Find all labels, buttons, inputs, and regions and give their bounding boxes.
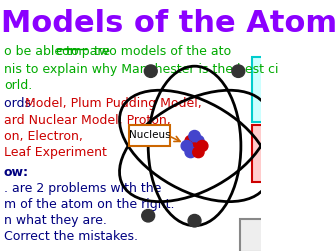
Circle shape [232,65,245,77]
Text: n what they are.: n what they are. [4,214,107,227]
Text: o be able to: o be able to [4,45,83,58]
FancyBboxPatch shape [252,57,268,122]
Text: ard Nuclear Model, Proton,: ard Nuclear Model, Proton, [4,114,171,127]
Circle shape [181,140,193,151]
Text: nis to explain why Manchester is the best ci: nis to explain why Manchester is the bes… [4,63,279,76]
Text: Correct the mistakes.: Correct the mistakes. [4,230,138,243]
FancyBboxPatch shape [252,125,268,182]
Text: Model, Plum Pudding Model,: Model, Plum Pudding Model, [25,97,202,110]
Circle shape [188,214,201,227]
FancyBboxPatch shape [240,219,268,252]
Circle shape [144,65,157,77]
Text: . are 2 problems with the: . are 2 problems with the [4,182,161,195]
Circle shape [185,136,196,146]
Circle shape [189,143,200,154]
Text: Leaf Experiment: Leaf Experiment [4,146,107,160]
Text: Nucleus: Nucleus [129,130,170,140]
Circle shape [142,209,155,222]
Text: orld.: orld. [4,79,32,92]
Text: Models of the Atom: Models of the Atom [1,9,336,38]
Text: two models of the ato: two models of the ato [90,45,232,58]
Circle shape [197,140,208,151]
FancyBboxPatch shape [129,125,170,146]
Circle shape [185,147,196,158]
Text: ords:: ords: [4,97,39,110]
Text: m of the atom on the right.: m of the atom on the right. [4,198,174,211]
Circle shape [189,131,200,141]
Text: ow:: ow: [4,166,29,179]
Text: compare: compare [55,45,110,58]
Circle shape [193,147,204,158]
Text: on, Electron,: on, Electron, [4,130,83,143]
Circle shape [193,136,204,146]
